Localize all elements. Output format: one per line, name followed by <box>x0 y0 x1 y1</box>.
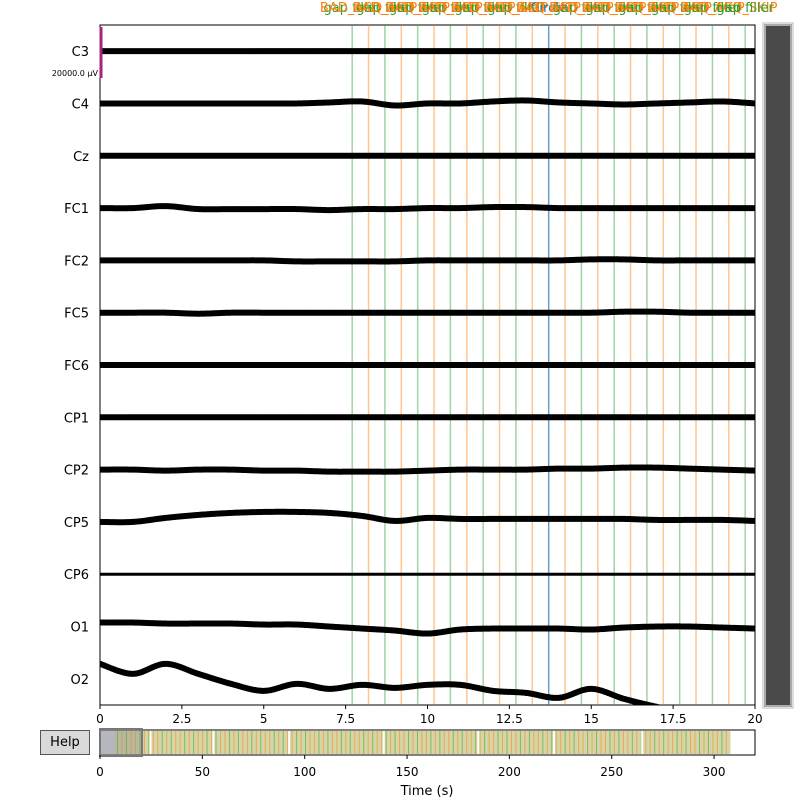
channel-traces <box>100 48 755 705</box>
overview-axis-ticks: 0 50 100 150 200 250 300 <box>96 755 726 779</box>
help-button[interactable]: Help <box>40 730 90 755</box>
channel-trace <box>100 508 755 526</box>
channel-label[interactable]: FC6 <box>64 359 89 374</box>
channel-label[interactable]: FC5 <box>64 307 89 322</box>
annotation-label: BAD_ACQ_SKIP <box>582 1 679 16</box>
x-tick-label: 5 <box>260 712 268 726</box>
x-tick-label: 2.5 <box>172 712 191 726</box>
annotation-label: BAD_ACQ_SKIP <box>353 1 450 16</box>
annotation-label: gap filler <box>716 1 774 16</box>
scale-bar-label: 20000.0 µV <box>52 69 99 78</box>
overview-tick-label: 100 <box>293 765 316 779</box>
channel-trace <box>100 464 755 475</box>
annotation-label: BAD_ACQ_SKIP <box>549 1 646 16</box>
x-tick-label: 0 <box>96 712 104 726</box>
channel-label[interactable]: CP5 <box>64 516 89 531</box>
overview-start-mark <box>101 731 115 754</box>
overview-tick-label: 200 <box>498 765 521 779</box>
annotation-label: BAD_ACQ_SKIP <box>615 1 712 16</box>
annotation-label: gap filler <box>323 1 381 16</box>
annotation-label: BAD_ACQ_SKIP <box>516 1 613 16</box>
channel-label[interactable]: O1 <box>70 621 89 636</box>
annotation-label: gap filler <box>651 1 709 16</box>
overview-tick-label: 50 <box>195 765 210 779</box>
overview-tick-label: 0 <box>96 765 104 779</box>
channel-label[interactable]: Cz <box>73 150 89 165</box>
x-tick-label: 10 <box>420 712 435 726</box>
annotation-label: gap filler <box>356 1 414 16</box>
overview-annotation-band <box>100 731 731 754</box>
x-tick-label: 12.5 <box>496 712 523 726</box>
x-tick-label: 17.5 <box>660 712 687 726</box>
channel-trace <box>100 619 755 637</box>
channel-label[interactable]: CP6 <box>64 568 89 583</box>
time-axis-ticks: 0 2.5 5 7.5 10 12.5 15 17.5 20 <box>96 705 763 726</box>
channel-trace <box>100 203 755 214</box>
annotation-label: gap filler <box>422 1 480 16</box>
annotation-label: BAD_ACQ_SKIP <box>320 1 417 16</box>
annotation-label: BAD_ACQ_SKIP <box>418 1 515 16</box>
annotation-label: gap filler <box>389 1 447 16</box>
annotation-label: gap filler <box>684 1 742 16</box>
annotation-label: BAD_ACQ_SKIP <box>451 1 548 16</box>
overview-tick-label: 300 <box>703 765 726 779</box>
channel-trace <box>100 256 755 265</box>
overview-marks <box>101 731 727 754</box>
annotation-label: BAD_ACQ_SKIP <box>484 1 581 16</box>
annotation-label: BAD_ACQ_SKIP <box>647 1 744 16</box>
x-axis-label: Time (s) <box>400 784 454 799</box>
overview-view-window[interactable] <box>99 728 143 757</box>
annotation-label: Circle <box>530 1 567 16</box>
annotation-label: gap filler <box>585 1 643 16</box>
x-tick-label: 20 <box>747 712 762 726</box>
annotation-label: gap filler <box>487 1 545 16</box>
annotation-label: gap filler <box>618 1 676 16</box>
channel-trace <box>100 660 663 705</box>
channel-label[interactable]: FC1 <box>64 202 89 217</box>
overview-tick-label: 250 <box>600 765 623 779</box>
channel-label[interactable]: C4 <box>72 97 89 112</box>
channel-labels: C3 C4 Cz FC1 FC2 FC5 FC6 CP1 CP2 CP5 CP6 O1 O2 <box>64 45 89 688</box>
channel-trace <box>100 308 755 317</box>
annotation-label: gap filler <box>553 1 611 16</box>
x-tick-label: 15 <box>584 712 599 726</box>
annotation-label: gap filler <box>454 1 512 16</box>
annotation-label: BAD_ACQ_SKIP <box>385 1 482 16</box>
annotation-label: BAD_ACQ_SKIP <box>680 1 777 16</box>
channel-label[interactable]: C3 <box>72 45 89 60</box>
overview-tick-label: 150 <box>396 765 419 779</box>
channel-label[interactable]: O2 <box>70 673 89 688</box>
channel-label[interactable]: CP2 <box>64 464 89 479</box>
x-tick-label: 7.5 <box>336 712 355 726</box>
channel-trace <box>100 97 755 109</box>
vertical-scrollbar-thumb[interactable] <box>764 24 792 707</box>
channel-label[interactable]: CP1 <box>64 411 89 426</box>
channel-label[interactable]: FC2 <box>64 254 89 269</box>
